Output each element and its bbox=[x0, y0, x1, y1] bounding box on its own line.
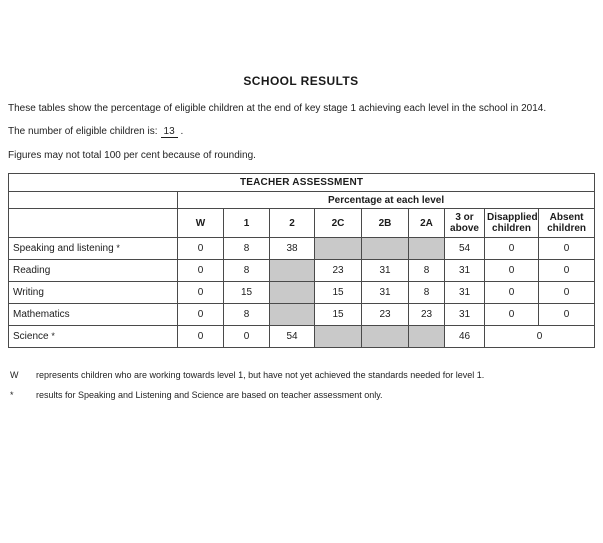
table-row: Writing 0 15 15 31 8 31 0 0 bbox=[8, 281, 596, 304]
footnote-asterisk: * results for Speaking and Listening and… bbox=[8, 390, 594, 401]
shaded-na-cell bbox=[361, 325, 409, 348]
value-cell: 0 bbox=[177, 303, 224, 326]
value-cell: 0 bbox=[537, 259, 596, 282]
value-cell: 54 bbox=[269, 325, 315, 348]
shaded-na-cell bbox=[361, 237, 409, 260]
row-label: Reading bbox=[8, 259, 178, 282]
value-cell: 31 bbox=[361, 281, 409, 304]
shaded-na-cell bbox=[314, 237, 362, 260]
shaded-na-cell bbox=[269, 281, 315, 304]
value-cell: 31 bbox=[444, 303, 485, 326]
footnote-text: represents children who are working towa… bbox=[36, 370, 485, 380]
corner-cell bbox=[8, 208, 178, 238]
column-header-row: W 1 2 2C 2B 2A 3 or above Disapplied chi… bbox=[8, 208, 596, 238]
value-cell: 0 bbox=[483, 325, 596, 348]
eligible-prefix: The number of eligible children is: bbox=[8, 126, 158, 137]
corner-cell bbox=[8, 191, 178, 209]
footnote-w: W represents children who are working to… bbox=[8, 370, 594, 381]
table-subheader-row: Percentage at each level bbox=[8, 191, 596, 209]
rounding-note: Figures may not total 100 per cent becau… bbox=[8, 150, 256, 161]
row-label: Mathematics bbox=[8, 303, 178, 326]
value-cell: 15 bbox=[314, 281, 362, 304]
teacher-assessment-marker: * bbox=[116, 243, 120, 253]
percentage-subheader: Percentage at each level bbox=[176, 191, 596, 209]
value-cell: 23 bbox=[361, 303, 409, 326]
column-header-2a: 2A bbox=[408, 208, 445, 238]
footnotes-section: W represents children who are working to… bbox=[8, 370, 594, 401]
value-cell: 15 bbox=[223, 281, 270, 304]
value-cell: 0 bbox=[223, 325, 270, 348]
column-header-2b: 2B bbox=[361, 208, 409, 238]
row-label: Science * bbox=[8, 325, 178, 348]
table-header-row: TEACHER ASSESSMENT bbox=[7, 173, 596, 192]
teacher-assessment-marker: * bbox=[51, 331, 55, 341]
document-page: SCHOOL RESULTS These tables show the per… bbox=[0, 74, 603, 401]
value-cell: 0 bbox=[484, 259, 539, 282]
value-cell: 0 bbox=[177, 237, 224, 260]
value-cell: 0 bbox=[484, 303, 539, 326]
intro-line-1: These tables show the percentage of elig… bbox=[8, 103, 547, 114]
column-header-disapplied: Disapplied children bbox=[484, 208, 539, 238]
value-cell: 46 bbox=[444, 325, 485, 348]
shaded-na-cell bbox=[269, 303, 315, 326]
column-header-absent: Absent children bbox=[537, 208, 596, 238]
column-header-2: 2 bbox=[269, 208, 315, 238]
value-cell: 0 bbox=[537, 281, 596, 304]
table-row: Speaking and listening * 0 8 38 54 0 0 bbox=[8, 237, 596, 260]
value-cell: 8 bbox=[223, 237, 270, 260]
shaded-na-cell bbox=[314, 325, 362, 348]
row-label: Speaking and listening * bbox=[8, 237, 178, 260]
value-cell: 8 bbox=[223, 259, 270, 282]
results-table: TEACHER ASSESSMENT Percentage at each le… bbox=[7, 173, 596, 348]
value-cell: 23 bbox=[314, 259, 362, 282]
value-cell: 31 bbox=[444, 259, 485, 282]
value-cell: 0 bbox=[177, 281, 224, 304]
value-cell: 15 bbox=[314, 303, 362, 326]
table-row: Mathematics 0 8 15 23 23 31 0 0 bbox=[8, 303, 596, 326]
value-cell: 8 bbox=[408, 259, 445, 282]
footnote-text: results for Speaking and Listening and S… bbox=[36, 390, 383, 400]
value-cell: 38 bbox=[269, 237, 315, 260]
value-cell: 31 bbox=[361, 259, 409, 282]
eligible-count: 13 bbox=[160, 126, 178, 138]
column-header-1: 1 bbox=[223, 208, 270, 238]
footnote-symbol: * bbox=[10, 390, 14, 400]
value-cell: 8 bbox=[223, 303, 270, 326]
value-cell: 0 bbox=[177, 325, 224, 348]
value-cell: 0 bbox=[537, 303, 596, 326]
column-header-2c: 2C bbox=[314, 208, 362, 238]
row-label: Writing bbox=[8, 281, 178, 304]
shaded-na-cell bbox=[269, 259, 315, 282]
value-cell: 31 bbox=[444, 281, 485, 304]
table-row: Science * 0 0 54 46 0 bbox=[8, 325, 596, 348]
shaded-na-cell bbox=[408, 237, 445, 260]
intro-section: These tables show the percentage of elig… bbox=[8, 103, 594, 161]
column-header-w: W bbox=[177, 208, 224, 238]
column-header-3-or-above: 3 or above bbox=[444, 208, 485, 238]
teacher-assessment-header: TEACHER ASSESSMENT bbox=[7, 173, 596, 192]
value-cell: 8 bbox=[408, 281, 445, 304]
value-cell: 0 bbox=[177, 259, 224, 282]
page-title: SCHOOL RESULTS bbox=[243, 74, 359, 88]
value-cell: 0 bbox=[484, 237, 539, 260]
eligible-suffix: . bbox=[180, 126, 184, 137]
value-cell: 0 bbox=[537, 237, 596, 260]
eligible-children-line: The number of eligible children is: 13 . bbox=[8, 126, 594, 138]
results-table-body: Speaking and listening * 0 8 38 54 0 0 Reading 0… bbox=[8, 237, 596, 348]
value-cell: 23 bbox=[408, 303, 445, 326]
value-cell: 0 bbox=[484, 281, 539, 304]
footnote-symbol: W bbox=[10, 370, 19, 380]
shaded-na-cell bbox=[408, 325, 445, 348]
value-cell: 54 bbox=[444, 237, 485, 260]
table-row: Reading 0 8 23 31 8 31 0 0 bbox=[8, 259, 596, 282]
